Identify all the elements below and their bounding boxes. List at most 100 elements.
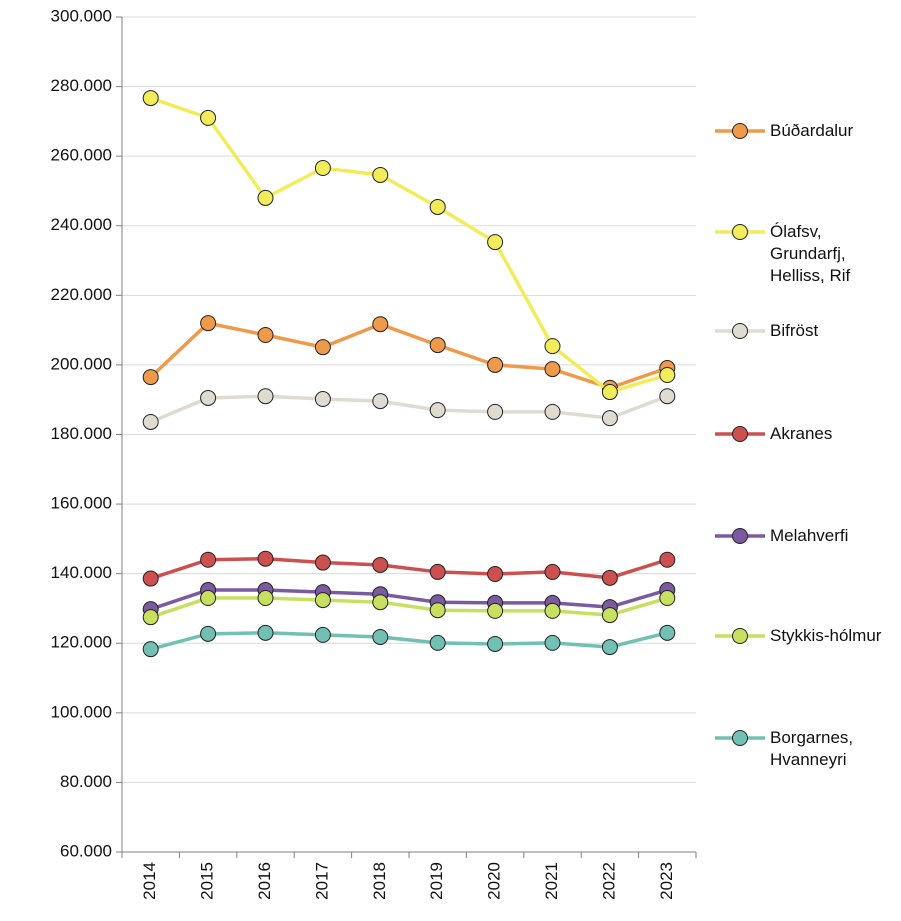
y-tick-label: 220.000 [51,285,112,304]
point [601,410,618,427]
point [659,624,676,641]
x-tick-label: 2015 [198,862,217,900]
series-line [150,631,668,651]
point [200,625,217,642]
point [601,607,618,624]
point [314,592,331,609]
point [142,369,159,386]
x-tick-label: 2014 [140,862,159,900]
x-tick-label: 2023 [657,862,676,900]
point [372,393,389,410]
point [429,634,446,651]
legend-marker [732,224,748,240]
point [429,563,446,580]
point [429,602,446,619]
point [659,388,676,405]
y-tick-label: 120.000 [51,633,112,652]
legend-label: Ólafsv, Grundarfj, Helliss, Rif [770,222,851,285]
point [200,590,217,607]
legend-marker [732,730,748,746]
x-tick-label: 2019 [427,862,446,900]
point [544,403,561,420]
point [142,609,159,626]
y-tick-label: 200.000 [51,354,112,373]
point [257,624,274,641]
point [200,315,217,332]
point [372,628,389,645]
point [544,361,561,378]
legend-label: Borgarnes, Hvanneyri [770,728,854,769]
point [601,569,618,586]
y-tick-label: 240.000 [51,215,112,234]
y-tick-label: 180.000 [51,424,112,443]
point [200,551,217,568]
point [372,594,389,611]
y-tick-label: 80.000 [60,772,112,791]
legend-label: Bifröst [770,321,819,340]
x-tick-label: 2020 [485,862,504,900]
point [142,413,159,430]
point [372,556,389,573]
point [142,90,159,107]
x-tick-label: 2017 [312,862,331,900]
y-tick-label: 300.000 [51,6,112,25]
point [429,402,446,419]
series-line [149,321,668,390]
y-tick-label: 140.000 [51,563,112,582]
y-tick-label: 160.000 [51,494,112,513]
y-tick-label: 60.000 [60,841,112,860]
legend-marker [732,123,748,139]
point [487,635,504,652]
legend-marker [732,323,748,339]
point [544,338,561,355]
series-line [150,596,668,619]
point [544,563,561,580]
point [487,566,504,583]
point [257,189,274,206]
point [659,367,676,384]
point [429,337,446,354]
legend-marker [732,628,748,644]
point [142,641,159,658]
point [200,389,217,406]
x-tick-label: 2021 [542,862,561,900]
series-line [150,556,668,581]
y-tick-label: 260.000 [51,146,112,165]
series-line [150,96,668,394]
point [314,626,331,643]
legend-label: Stykkis-hólmur [770,626,882,645]
point [487,356,504,373]
x-tick-label: 2016 [255,862,274,900]
point [314,339,331,356]
y-tick-label: 100.000 [51,702,112,721]
point [601,384,618,401]
y-tick-label: 280.000 [51,76,112,95]
legend-label: Melahverfi [770,526,849,545]
legend-label: Akranes [770,424,833,443]
point [314,554,331,571]
point [372,166,389,183]
point [200,109,217,126]
x-tick-label: 2018 [370,862,389,900]
legend-marker [732,426,748,442]
point [372,316,389,333]
point [314,159,331,176]
point [257,590,274,607]
point [659,590,676,607]
legend-marker [732,528,748,544]
point [487,403,504,420]
point [142,570,159,587]
series-line [150,394,668,424]
point [659,551,676,568]
series-line [150,588,668,611]
x-tick-label: 2022 [599,862,618,900]
point [487,234,504,251]
point [544,602,561,619]
point [257,326,274,343]
point [257,388,274,405]
point [314,391,331,408]
point [487,602,504,619]
point [601,639,618,656]
